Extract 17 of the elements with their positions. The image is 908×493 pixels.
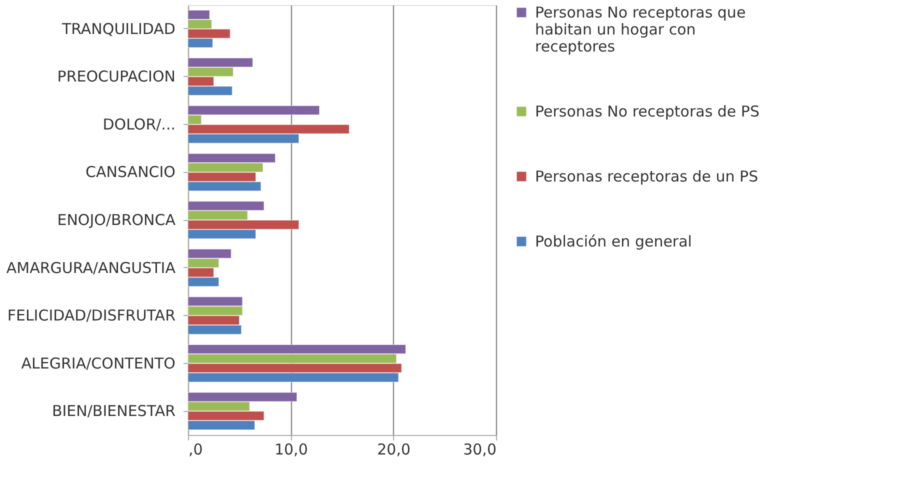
x-tick-label: ,0 — [188, 440, 203, 458]
legend-label: Personas receptoras de un PS — [535, 168, 758, 186]
y-tick-label: ALEGRIA/CONTENTO — [21, 354, 176, 372]
y-tick-label: AMARGURA/ANGUSTIA — [6, 258, 176, 277]
x-tick-label: 30,0 — [463, 440, 496, 458]
legend-label: Personas No receptoras de PS — [535, 102, 760, 120]
x-tick-label: 10,0 — [274, 440, 308, 458]
legend-label: Personas No receptoras que habitan un hogar con receptores — [535, 4, 746, 56]
y-tick-label: FELICIDAD/DISFRUTAR — [7, 306, 176, 325]
y-tick-label: TRANQUILIDAD — [60, 20, 176, 38]
x-tick-label: 20,0 — [377, 440, 411, 458]
y-tick-label: ENOJO/BRONCA — [57, 211, 176, 229]
y-tick-label: BIEN/BIENESTAR — [52, 402, 176, 420]
y-tick-label: DOLOR/... — [102, 115, 176, 134]
legend-label: Población en general — [535, 232, 692, 250]
y-tick-label: PREOCUPACION — [57, 68, 176, 86]
y-tick-label: CANSANCIO — [86, 163, 176, 182]
